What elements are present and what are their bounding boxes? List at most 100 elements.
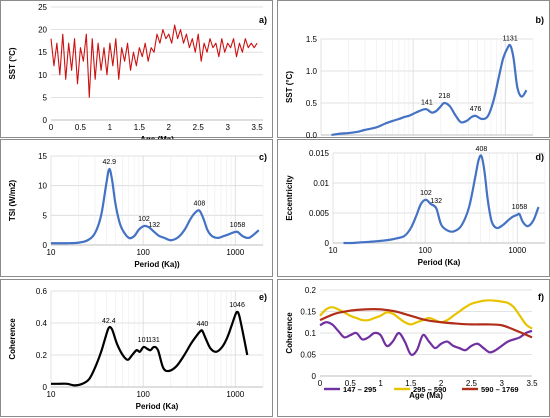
peak-label-c-1: 102 — [138, 216, 150, 223]
x-tick-label-e-1: 100 — [136, 390, 150, 399]
x-tick-label-d-1: 100 — [418, 246, 432, 255]
y-tick-label-e-3: 0.6 — [36, 287, 48, 296]
legend-label-f-2: 590 – 1769 — [481, 385, 519, 394]
x-tick-label-d-0: 10 — [329, 246, 338, 255]
y-tick-label-d-1: 0.005 — [309, 209, 330, 218]
y-tick-label-d-0: 0 — [325, 239, 330, 248]
panel-e: 0 0.2 0.4 0.6 10 100 1000 42.4 101 131 440 1046 Peri… — [0, 279, 273, 417]
peak-label-b-0: 141 — [421, 99, 433, 106]
series-line-d-0 — [343, 154, 540, 245]
x-axis-label-a: Age (Ma) — [140, 135, 174, 139]
x-tick-label-a-0: 0 — [49, 123, 54, 132]
panel-label-f: f) — [538, 292, 544, 302]
y-axis-label-e: Coherence — [8, 318, 17, 360]
peak-label-d-3: 1058 — [512, 204, 528, 211]
panel-d: 0 0.005 0.01 0.015 10 100 1000 102 132 408 1058 Per… — [277, 139, 550, 277]
peak-label-e-4: 1046 — [229, 302, 245, 309]
y-tick-label-a-0: 0 — [43, 116, 48, 125]
panel-f: 0 0.05 0.1 0.15 0.2 0 0.5 1 1.5 2 2.5 3 3.5 Age (Ma) C… — [277, 279, 550, 417]
y-tick-label-e-1: 0.2 — [36, 351, 48, 360]
peak-label-b-1: 218 — [438, 93, 450, 100]
legend-label-f-0: 147 – 295 — [343, 385, 376, 394]
x-tick-label-e-0: 10 — [47, 390, 56, 399]
series-line-f-1 — [319, 299, 533, 330]
x-tick-label-a-1: 0.5 — [75, 123, 87, 132]
y-axis-label-a: SST (°C) — [8, 47, 17, 79]
x-tick-label-b-0: 10 — [317, 138, 326, 139]
x-tick-label-f-2: 1 — [378, 379, 383, 388]
x-tick-label-c-0: 10 — [47, 248, 56, 257]
chart-f: 0 0.05 0.1 0.15 0.2 0 0.5 1 1.5 2 2.5 3 3.5 Age (Ma) C… — [285, 286, 544, 400]
x-tick-label-f-1: 0.5 — [345, 379, 357, 388]
chart-b: 0.00.51.01.51010010001412184761131Period… — [285, 15, 545, 139]
series-line-f-0 — [319, 321, 533, 356]
peak-label-c-2: 132 — [148, 222, 160, 229]
x-tick-label-a-5: 2.5 — [193, 123, 205, 132]
y-tick-label-a-4: 20 — [38, 26, 47, 35]
series-line-e-0 — [50, 310, 249, 387]
series-line-b-0 — [331, 43, 528, 137]
y-axis-label-c: TSI (W/m2) — [8, 180, 17, 222]
peak-label-d-2: 408 — [476, 146, 488, 153]
series-line-f-2 — [319, 308, 533, 339]
x-tick-label-a-7: 3.5 — [252, 123, 264, 132]
panel-a: 0 5 10 15 20 25 0 0.5 1 1.5 2 2.5 3 3.5 Age (Ma) SST (°… — [0, 0, 273, 139]
y-tick-label-f-3: 0.15 — [300, 308, 316, 317]
x-tick-label-f-3: 1.5 — [405, 379, 417, 388]
peak-label-b-2: 476 — [470, 106, 482, 113]
peak-label-e-3: 440 — [197, 321, 209, 328]
y-tick-label-a-2: 10 — [38, 71, 47, 80]
panel-label-a: a) — [259, 15, 267, 25]
y-tick-label-b-2: 1.0 — [306, 67, 318, 76]
series-line-c-0 — [50, 167, 260, 245]
peak-label-c-4: 1058 — [230, 222, 246, 229]
y-tick-label-a-1: 5 — [43, 93, 48, 102]
x-tick-label-f-5: 2.5 — [466, 379, 478, 388]
peak-label-e-0: 42.4 — [102, 318, 116, 325]
peak-label-c-3: 408 — [194, 201, 206, 208]
x-tick-label-f-6: 3 — [499, 379, 504, 388]
panel-label-e: e) — [259, 292, 267, 302]
legend-label-f-1: 295 – 590 — [413, 385, 446, 394]
y-tick-label-e-0: 0 — [43, 383, 48, 392]
y-tick-label-c-0: 0 — [43, 241, 48, 250]
x-axis-label-e: Period (Ka) — [136, 402, 179, 411]
series-line-a-0 — [50, 24, 258, 98]
peak-label-e-1: 101 — [138, 337, 150, 344]
y-axis-label-f: Coherence — [285, 312, 294, 354]
y-tick-label-a-3: 15 — [38, 48, 47, 57]
peak-label-d-0: 102 — [420, 190, 432, 197]
y-tick-label-c-1: 5 — [43, 211, 48, 220]
chart-a: 0 5 10 15 20 25 0 0.5 1 1.5 2 2.5 3 3.5 Age (Ma) SST (°… — [8, 3, 267, 139]
y-tick-label-c-2: 10 — [38, 182, 47, 191]
x-tick-label-b-2: 1000 — [496, 138, 514, 139]
y-axis-label-d: Eccentricity — [285, 175, 294, 221]
y-axis-label-b: SST (°C) — [285, 71, 294, 103]
y-tick-label-d-3: 0.015 — [309, 149, 330, 158]
x-axis-label-c: Period (Ka)) — [134, 260, 180, 269]
panel-b: 0.00.51.01.51010010001412184761131Period… — [277, 0, 550, 139]
peak-label-e-2: 131 — [148, 337, 160, 344]
x-axis-label-d: Period (Ka) — [418, 258, 461, 267]
peak-label-c-0: 42.9 — [102, 159, 116, 166]
y-tick-label-c-3: 15 — [38, 152, 47, 161]
x-tick-label-f-0: 0 — [318, 379, 323, 388]
y-tick-label-b-1: 0.5 — [306, 99, 318, 108]
panel-label-d: d) — [536, 152, 545, 162]
panel-c: 0 5 10 15 10 100 1000 42.9 102 132 408 1058 Period (… — [0, 139, 273, 277]
panel-label-c: c) — [259, 152, 267, 162]
panel-label-b: b) — [536, 15, 545, 25]
y-tick-label-f-0: 0 — [312, 372, 317, 381]
y-tick-label-b-3: 1.5 — [306, 35, 318, 44]
y-tick-label-a-5: 25 — [38, 3, 47, 12]
x-tick-label-a-4: 2 — [167, 123, 172, 132]
x-tick-label-a-6: 3 — [225, 123, 230, 132]
y-tick-label-b-0: 0.0 — [306, 131, 318, 139]
y-tick-label-f-4: 0.2 — [305, 286, 317, 295]
x-tick-label-a-3: 1.5 — [134, 123, 146, 132]
x-tick-label-f-7: 3.5 — [526, 379, 538, 388]
